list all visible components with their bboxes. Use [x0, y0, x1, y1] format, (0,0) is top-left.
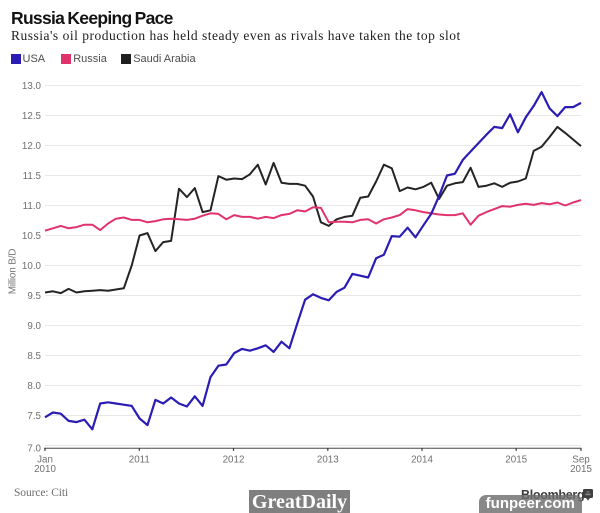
svg-text:8.5: 8.5 [27, 351, 41, 362]
svg-text:13.0: 13.0 [22, 81, 42, 92]
svg-text:2015: 2015 [505, 454, 527, 465]
svg-text:2013: 2013 [317, 454, 339, 465]
svg-text:9.5: 9.5 [27, 291, 41, 302]
svg-text:2011: 2011 [129, 454, 150, 465]
svg-text:8.0: 8.0 [27, 381, 41, 392]
svg-text:11.5: 11.5 [23, 171, 42, 182]
svg-text:7.0: 7.0 [27, 444, 41, 455]
svg-text:2010: 2010 [34, 464, 56, 475]
svg-text:2014: 2014 [411, 454, 433, 465]
svg-text:Sep: Sep [572, 454, 590, 465]
svg-text:11.0: 11.0 [23, 201, 42, 212]
svg-text:Jan: Jan [37, 454, 53, 465]
svg-text:2012: 2012 [223, 454, 245, 465]
svg-text:10.0: 10.0 [22, 261, 42, 272]
svg-text:7.5: 7.5 [27, 411, 41, 422]
svg-text:10.5: 10.5 [22, 231, 42, 242]
svg-text:9.0: 9.0 [27, 321, 41, 332]
svg-text:12.0: 12.0 [22, 141, 42, 152]
svg-text:12.5: 12.5 [22, 111, 42, 122]
svg-text:2015: 2015 [570, 464, 592, 475]
